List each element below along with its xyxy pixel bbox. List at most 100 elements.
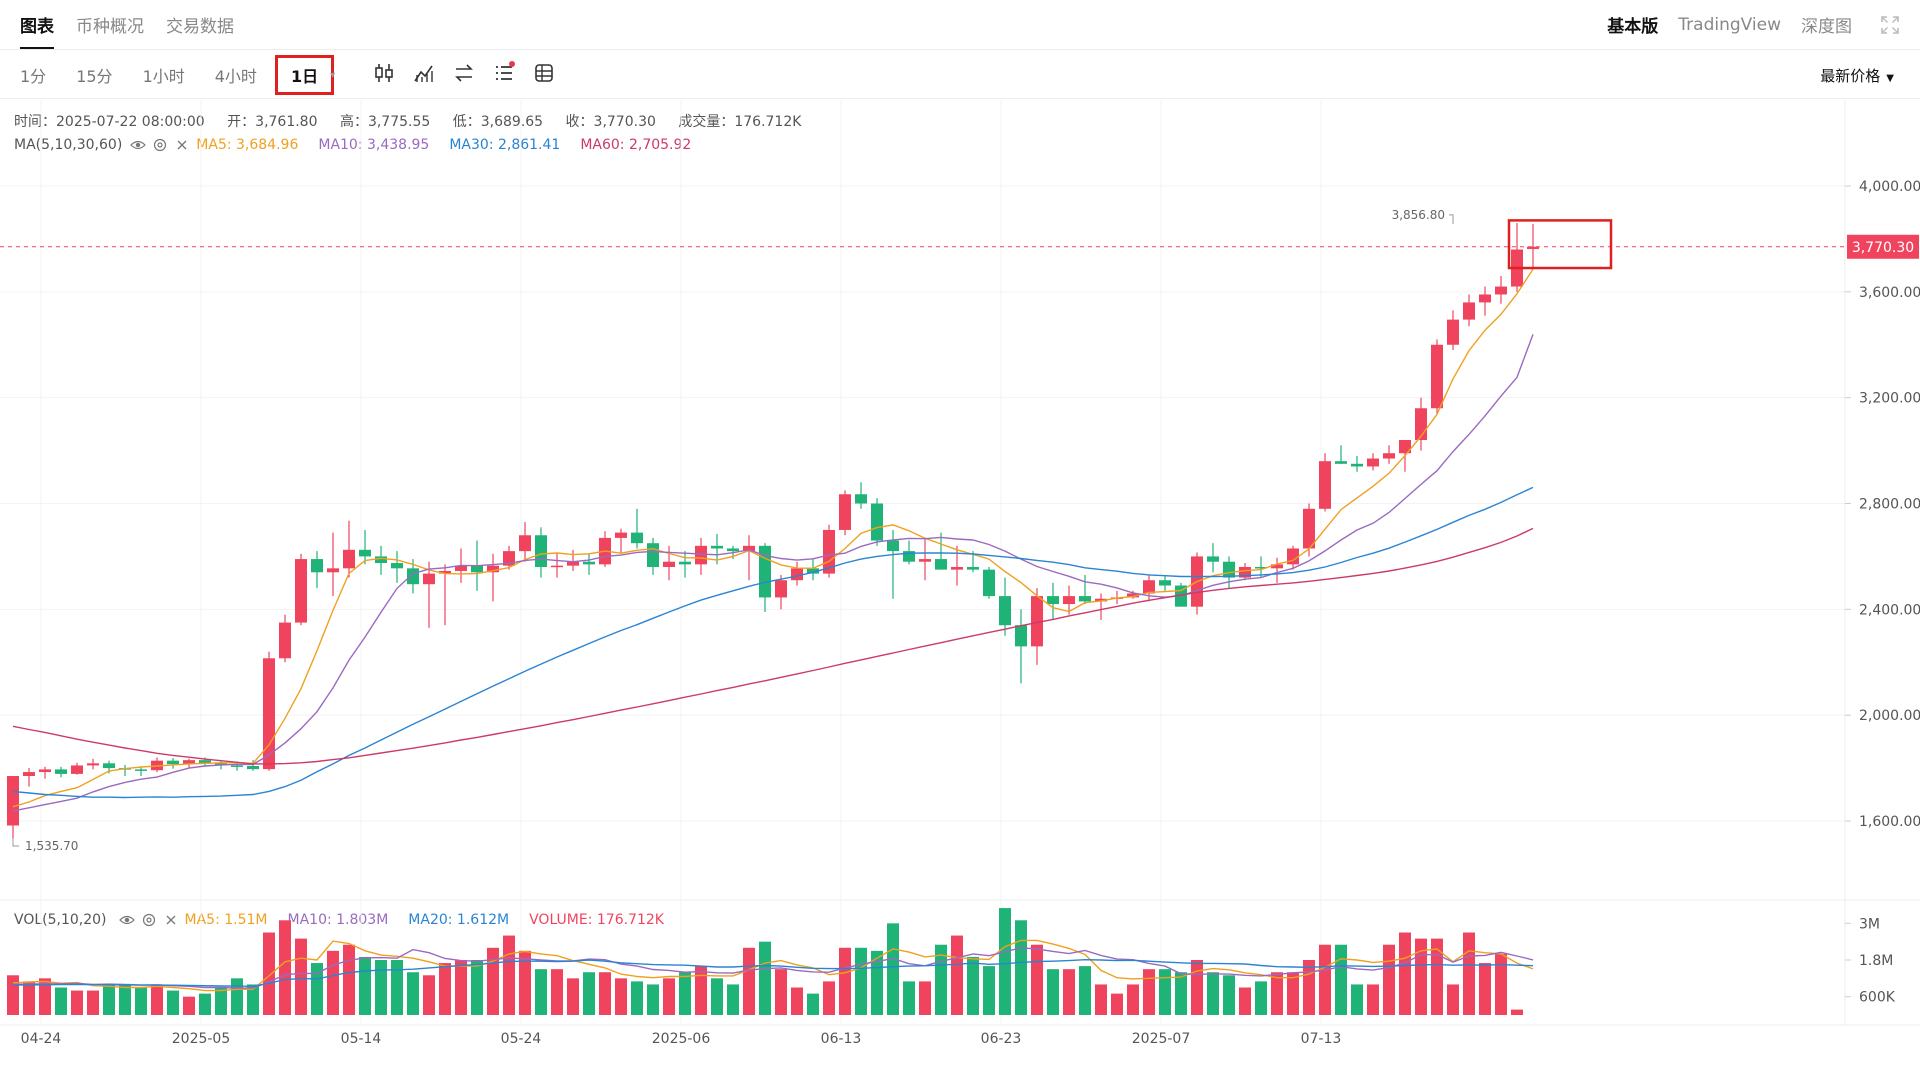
candle-body	[567, 561, 579, 566]
tab-chart[interactable]: 图表	[20, 12, 54, 49]
x-tick-label: 06-23	[981, 1031, 1022, 1047]
price-type-label: 最新价格	[1820, 67, 1881, 85]
volume-bar	[263, 932, 275, 1015]
volume-bar	[727, 984, 739, 1015]
volume-bar	[1175, 972, 1187, 1015]
volume-bar	[1239, 987, 1251, 1015]
candle	[1527, 223, 1539, 269]
volume-bar	[663, 978, 675, 1015]
candle	[327, 532, 339, 597]
candle-body	[359, 549, 371, 557]
volume-bar	[455, 960, 467, 1015]
chart-settings-icon[interactable]	[532, 61, 556, 85]
volume-bar	[999, 908, 1011, 1015]
volume-bar	[423, 975, 435, 1015]
candle	[695, 537, 707, 575]
candle	[919, 537, 931, 581]
interval-more-caret-icon[interactable]: ▾	[330, 69, 336, 81]
volume-bar	[951, 935, 963, 1015]
volume-bar	[391, 960, 403, 1015]
candle-body	[679, 561, 691, 565]
ohlc-time: 时间：2025-07-22 08:00:00	[14, 114, 205, 130]
interval-1h[interactable]: 1小时	[142, 67, 185, 86]
candle-body	[1367, 458, 1379, 467]
x-tick-label: 05-24	[501, 1031, 542, 1047]
candle	[1047, 582, 1059, 620]
candle	[551, 553, 563, 578]
vol-eye-icon[interactable]	[118, 912, 135, 928]
candle-body	[1015, 625, 1027, 647]
volume-bar	[1463, 932, 1475, 1015]
settings-icon[interactable]	[152, 137, 168, 153]
compare-icon[interactable]	[452, 61, 476, 85]
candle	[1239, 563, 1251, 581]
volume-bar	[135, 987, 147, 1015]
view-switcher: 基本版 TradingView 深度图	[1587, 12, 1900, 37]
volume-bar	[199, 993, 211, 1015]
interval-1d[interactable]: 1日	[274, 55, 335, 95]
interval-1m[interactable]: 1分	[20, 67, 47, 86]
volume-bar	[439, 963, 451, 1015]
candle-body	[1079, 596, 1091, 602]
candle-body	[87, 763, 99, 766]
candle-body	[1351, 463, 1363, 467]
candle-body	[1319, 461, 1331, 509]
indicators-icon[interactable]	[412, 61, 436, 85]
x-tick-label: 2025-06	[652, 1031, 711, 1047]
y-tick-label: 2,000.00	[1859, 708, 1920, 724]
candle	[423, 561, 435, 628]
candle-body	[1095, 598, 1107, 602]
candle-body	[743, 545, 755, 552]
interval-4h[interactable]: 4小时	[214, 67, 257, 86]
candle-body	[247, 765, 259, 770]
candle-body	[231, 765, 243, 767]
candle	[167, 758, 179, 769]
volume-bar	[647, 984, 659, 1015]
candle	[55, 766, 67, 778]
volume-bar	[759, 941, 771, 1015]
candle-body	[1431, 344, 1443, 409]
candle-body	[1479, 294, 1491, 303]
price-type-select[interactable]: 最新价格 ▼	[1820, 65, 1894, 86]
candle-body	[439, 570, 451, 574]
volume-bar	[7, 975, 19, 1015]
eye-icon[interactable]	[130, 137, 147, 153]
close-icon[interactable]	[174, 137, 190, 153]
volume-bar	[599, 972, 611, 1015]
settings-list-button[interactable]	[492, 61, 516, 85]
tab-trade-data[interactable]: 交易数据	[166, 17, 234, 37]
tab-coin-overview[interactable]: 币种概况	[76, 17, 144, 37]
fullscreen-icon[interactable]	[1880, 15, 1900, 35]
candle-body	[663, 561, 675, 567]
volume-bar	[839, 947, 851, 1015]
volume-bar	[551, 969, 563, 1015]
candle-body	[775, 580, 787, 598]
volume-bar	[343, 944, 355, 1015]
vol-close-icon[interactable]	[163, 912, 179, 928]
candle	[1399, 440, 1411, 472]
candle-body	[1031, 596, 1043, 647]
volume-bar	[471, 960, 483, 1015]
x-tick-label: 04-24	[21, 1031, 62, 1047]
volume-bar	[231, 978, 243, 1015]
candle-body	[583, 561, 595, 565]
view-basic[interactable]: 基本版	[1607, 17, 1659, 37]
vol-settings-icon[interactable]	[141, 912, 157, 928]
candle	[1447, 310, 1459, 351]
y-tick-label: 3,200.00	[1859, 391, 1920, 407]
volume-bar	[535, 969, 547, 1015]
current-price-label: 3,770.30	[1852, 240, 1914, 256]
view-tradingview[interactable]: TradingView	[1678, 14, 1781, 35]
candle-body	[55, 769, 67, 774]
ma60-value: MA60: 2,705.92	[580, 137, 692, 153]
ma5-value: MA5: 3,684.96	[196, 137, 299, 153]
view-depth-chart[interactable]: 深度图	[1801, 17, 1852, 37]
candle-body	[1463, 302, 1475, 320]
candle	[647, 537, 659, 575]
x-tick-label: 07-13	[1301, 1031, 1342, 1047]
candlestick-type-icon[interactable]	[372, 61, 396, 85]
candle	[1207, 543, 1219, 573]
volume-bar	[1111, 993, 1123, 1015]
interval-15m[interactable]: 15分	[76, 67, 113, 86]
